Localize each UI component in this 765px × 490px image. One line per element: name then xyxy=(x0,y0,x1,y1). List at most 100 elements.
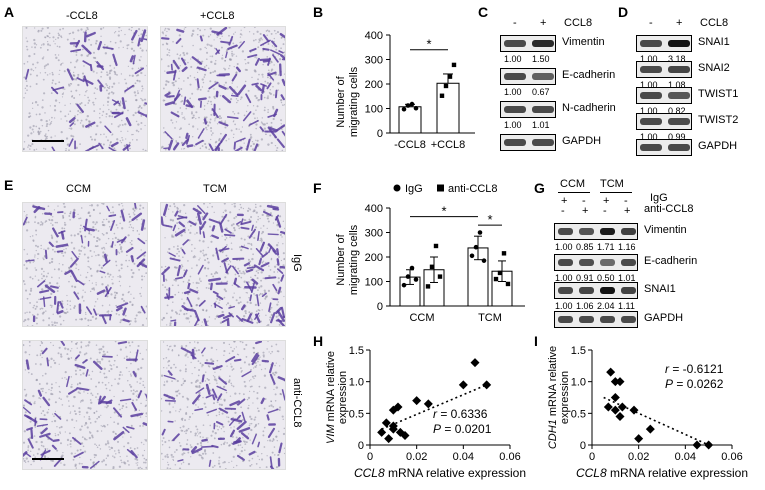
chart-i-point xyxy=(617,402,627,412)
chart-h-point xyxy=(388,405,398,415)
chart-h-p-annotation: P = 0.0201 xyxy=(433,422,492,436)
blotG-anti-label: anti-CCL8 xyxy=(644,203,694,215)
blotD-row-label: GAPDH xyxy=(698,140,738,152)
chart-b-ylabel-1: Number of xyxy=(335,75,347,127)
chart-h-ytick-label: 0 xyxy=(358,440,364,452)
blot-band xyxy=(532,106,554,113)
chart-f-point xyxy=(473,244,479,250)
chart-h-point xyxy=(395,427,405,437)
chart-f-point xyxy=(425,284,431,289)
blotG-quant-value: 1.00 xyxy=(555,301,573,311)
chart-f-point xyxy=(401,282,407,288)
blot-band xyxy=(579,287,594,294)
chart-f-xtick-label: TCM xyxy=(478,312,502,324)
blotD-row-label: TWIST1 xyxy=(698,88,739,100)
blot-band xyxy=(640,40,662,47)
blotD-header-ccl8: CCL8 xyxy=(700,17,729,29)
blotG-quant-value: 1.71 xyxy=(597,242,615,252)
blotC-row-label: N-cadherin xyxy=(562,102,616,114)
panel-letter-d: D xyxy=(618,4,629,20)
chart-h-xtick-label: 0 xyxy=(367,451,373,463)
chart-f-ytick-label: 400 xyxy=(365,203,383,215)
chart-b-point xyxy=(409,101,415,107)
chart-h-xlabel: CCL8 mRNA relative expression xyxy=(354,466,526,480)
chart-i-point xyxy=(603,402,613,412)
chart-f-point xyxy=(429,264,435,269)
blotD-row-label: SNAI2 xyxy=(698,62,730,74)
blotC-quant-value: 1.50 xyxy=(532,54,550,64)
blotD-quant-value: 0.82 xyxy=(668,106,686,116)
panel-e-row-igg: IgG xyxy=(291,254,303,272)
blotG-quant-value: 1.01 xyxy=(618,273,636,283)
chart-i-r-annotation: r = -0.6121 xyxy=(665,362,724,376)
chart-h-point xyxy=(412,396,422,406)
chart-h-point xyxy=(377,427,387,437)
chart-i-point xyxy=(692,440,702,450)
blotG-band-strip-snai1 xyxy=(554,282,638,299)
chart-f-ytick-label: 300 xyxy=(365,228,383,240)
chart-b-point xyxy=(401,106,407,112)
blot-band xyxy=(504,40,526,47)
chart-h-ylabel-line2: expression xyxy=(337,371,349,424)
blot-band xyxy=(640,92,662,99)
chart-i-point xyxy=(610,377,620,387)
panel-letter-e: E xyxy=(4,177,14,193)
blot-band xyxy=(504,73,526,80)
blotG-igg-sign: + xyxy=(561,195,568,207)
chart-i-trendline xyxy=(603,396,709,446)
blotG-quant-value: 0.91 xyxy=(576,273,594,283)
blotD-row-label: TWIST2 xyxy=(698,114,739,126)
blotG-igg-sign: - xyxy=(582,195,586,207)
panel-letter-g: G xyxy=(534,180,545,196)
chart-f-point xyxy=(413,277,419,282)
chart-f-point xyxy=(505,281,511,287)
chart-b-point xyxy=(405,103,411,108)
chart-i-point xyxy=(615,412,625,421)
chart-h-ytick-label: 1.0 xyxy=(349,377,364,389)
chart-f-sig-star: * xyxy=(441,204,446,219)
chart-h-r-annotation: r = 0.6336 xyxy=(433,407,488,421)
chart-f-point xyxy=(437,274,443,279)
chart-b-xtick-label: +CCL8 xyxy=(431,139,466,151)
chart-h-point xyxy=(388,421,398,431)
chart-f-ylabel-1: Number of xyxy=(335,233,347,285)
blotC-quant-value: 1.00 xyxy=(504,87,522,97)
chart-h-ylabel-line1: VIM mRNA relative xyxy=(325,351,337,444)
blotC-band-strip-n-cadherin xyxy=(500,101,556,118)
blot-band xyxy=(668,144,690,151)
blot-band xyxy=(668,66,690,73)
chart-i-point xyxy=(606,367,616,377)
blot-band xyxy=(504,106,526,113)
chart-b-sig-star: * xyxy=(426,37,431,52)
blotG-row-label: E-cadherin xyxy=(644,255,698,267)
chart-f-xtick-label: CCM xyxy=(409,312,434,324)
blot-band xyxy=(600,287,615,294)
blotG-group-underline xyxy=(558,192,590,193)
blotG-anti-sign: - xyxy=(561,205,565,217)
chart-i-point xyxy=(610,405,620,415)
micrograph-ccm-anti-ccl8 xyxy=(22,340,148,470)
blotG-quant-value: 0.85 xyxy=(576,242,594,252)
chart-h-point xyxy=(458,380,468,390)
blotG-band-strip-e-cadherin xyxy=(554,254,638,271)
blotG-row-label: GAPDH xyxy=(644,312,684,324)
micrograph-tcm-igg xyxy=(160,202,286,327)
chart-i-xtick-label: 0 xyxy=(589,451,595,463)
scale-bar xyxy=(32,140,64,142)
blot-band xyxy=(668,92,690,99)
chart-i-point xyxy=(634,434,644,444)
chart-f-point xyxy=(481,258,487,263)
chart-h-point xyxy=(423,399,433,409)
chart-i-ylabel-line1: CDH1 mRNA relative xyxy=(547,346,559,449)
panel-letter-b: B xyxy=(313,4,324,20)
blot-band xyxy=(579,316,594,323)
blot-band xyxy=(600,316,615,323)
chart-f-ylabel-2: migrating cells xyxy=(348,224,360,295)
chart-h-trendline xyxy=(381,384,487,430)
chart-f-point xyxy=(477,230,483,235)
blotG-igg-sign: + xyxy=(603,195,610,207)
chart-f: Number of migrating cells 0 100 200 300 400 I… xyxy=(335,183,525,324)
chart-h-point xyxy=(482,380,492,390)
chart-b-point xyxy=(443,83,449,89)
chart-h-ytick-label: 0.5 xyxy=(349,408,364,420)
